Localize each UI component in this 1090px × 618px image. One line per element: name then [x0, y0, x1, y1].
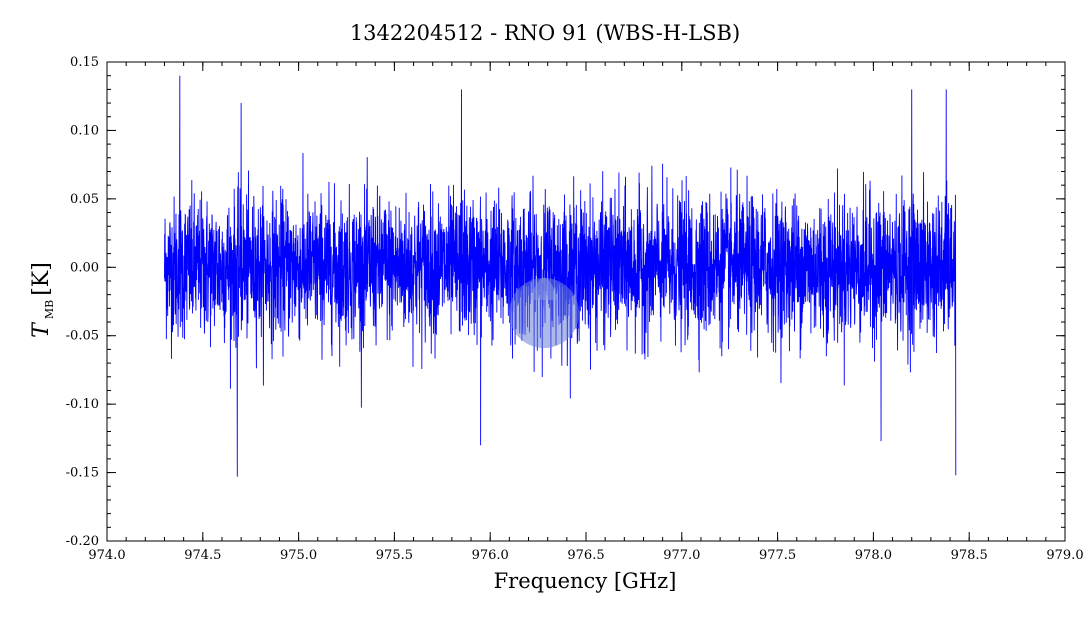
y-tick-label: 0.00: [70, 260, 99, 275]
y-tick-label: -0.05: [66, 329, 99, 344]
y-tick-label: 0.15: [70, 55, 99, 70]
axis-ticks: [106, 61, 1066, 542]
x-tick-label: 975.5: [376, 548, 413, 563]
y-tick-labels: 0.15 0.10 0.05 0.00 -0.05 -0.10 -0.15 -0.20: [66, 55, 99, 549]
x-tick-label: 976.0: [472, 548, 509, 563]
zoom-indicator-tip: [530, 277, 558, 300]
svg-text:T MB [K]: T MB [K]: [29, 262, 57, 338]
y-axis-label-subscript: MB: [43, 300, 56, 319]
y-axis-label: T MB [K]: [29, 262, 57, 338]
x-tick-label: 978.5: [951, 548, 988, 563]
x-tick-label: 977.0: [663, 548, 700, 563]
y-tick-label: -0.20: [66, 534, 99, 549]
x-axis-label: Frequency [GHz]: [494, 569, 677, 593]
zoom-indicator[interactable]: [509, 278, 579, 348]
y-tick-label: -0.15: [66, 466, 99, 481]
x-tick-label: 978.0: [855, 548, 892, 563]
x-tick-label: 979.0: [1046, 548, 1083, 563]
y-tick-label: 0.10: [70, 123, 99, 138]
y-axis-label-symbol: T: [29, 321, 54, 338]
spectrum-line: [164, 75, 957, 477]
spectrum-series: [164, 75, 957, 477]
y-tick-label: 0.05: [70, 192, 99, 207]
x-tick-label: 974.5: [184, 548, 221, 563]
x-tick-label: 975.0: [280, 548, 317, 563]
x-tick-label: 974.0: [88, 548, 125, 563]
x-tick-labels: 974.0 974.5 975.0 975.5 976.0 976.5 977.0 977.5…: [88, 548, 1083, 563]
x-tick-label: 976.5: [567, 548, 604, 563]
chart-title: 1342204512 - RNO 91 (WBS-H-LSB): [350, 21, 740, 45]
x-tick-label: 977.5: [759, 548, 796, 563]
y-axis-label-unit: [K]: [29, 262, 54, 296]
y-tick-label: -0.10: [66, 397, 99, 412]
